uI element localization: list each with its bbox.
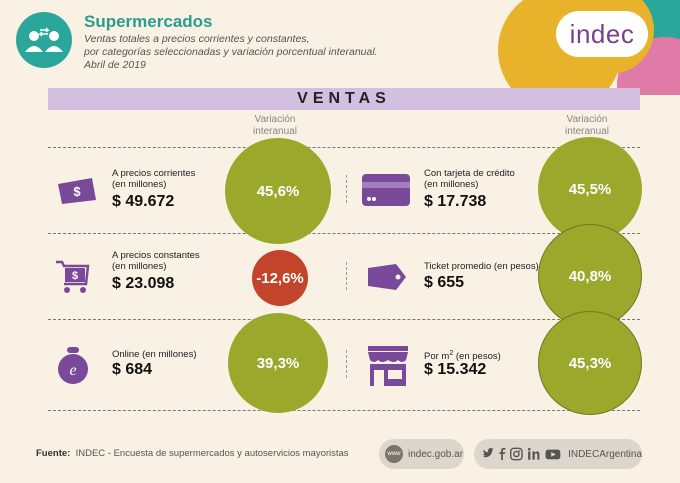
storefront-icon — [366, 344, 410, 388]
variation-header-line: Variación — [566, 114, 608, 125]
brand-logo[interactable]: indec — [556, 11, 648, 57]
column-divider — [346, 175, 347, 203]
website-text: indec.gob.ar — [408, 448, 464, 460]
credit-card-icon — [362, 174, 410, 206]
metric-label-line: (en millones) — [112, 261, 167, 272]
variation-circle: 45,6% — [225, 138, 331, 244]
row-divider — [48, 147, 640, 148]
variation-header-right: Variación interanual — [552, 114, 622, 138]
web-globe-icon: www — [385, 445, 403, 463]
row-divider — [48, 410, 640, 411]
metric-label: Ticket promedio (en pesos) — [424, 261, 539, 272]
metric-label-superscript: 2 — [449, 350, 454, 357]
variation-circle: 40,8% — [538, 224, 642, 328]
svg-text:e: e — [69, 362, 76, 379]
subtitle-line: por categorías seleccionadas y variación… — [84, 46, 378, 58]
metric-label-text: Por m — [424, 351, 450, 363]
social-links: INDECArgentina — [474, 439, 642, 469]
online-bag-icon: e — [56, 345, 90, 385]
row-divider — [48, 233, 640, 234]
metric-label-line: Con tarjeta de crédito — [424, 168, 515, 179]
facebook-icon[interactable] — [499, 447, 506, 461]
metric-value: $ 23.098 — [112, 275, 175, 292]
shopping-cart-icon: $ — [54, 258, 92, 296]
metric-label-line: A precios constantes — [112, 250, 200, 261]
youtube-icon[interactable] — [545, 449, 561, 460]
variation-header-line: Variación — [254, 114, 296, 125]
variation-header-left: Variación interanual — [240, 114, 310, 138]
social-handle[interactable]: INDECArgentina — [568, 448, 642, 460]
metric-label: Online (en millones) — [112, 349, 197, 360]
money-bill-icon: $ — [56, 176, 98, 206]
social-icons — [482, 447, 561, 461]
metric-value: $ 17.738 — [424, 193, 487, 210]
instagram-icon[interactable] — [510, 447, 523, 461]
metric-value: $ 15.342 — [424, 361, 487, 378]
website-link[interactable]: www indec.gob.ar — [379, 439, 464, 469]
metric-label-line: (en millones) — [112, 179, 167, 190]
svg-text:$: $ — [73, 184, 81, 199]
metric-label: Con tarjeta de crédito (en millones) — [424, 168, 515, 190]
column-divider — [346, 262, 347, 290]
metric-label-text: (en pesos) — [453, 351, 501, 363]
linkedin-icon[interactable] — [527, 447, 540, 460]
page-subtitle: Ventas totales a precios corrientes y co… — [84, 33, 414, 72]
header-logo-icon — [16, 12, 72, 68]
source-text: INDEC - Encuesta de supermercados y auto… — [75, 448, 349, 459]
metric-label-line: A precios corrientes — [112, 168, 196, 179]
source-note: Fuente: INDEC - Encuesta de supermercado… — [36, 448, 349, 459]
subtitle-line: Abril de 2019 — [84, 59, 146, 71]
variation-circle: -12,6% — [252, 250, 308, 306]
variation-circle: 45,5% — [538, 137, 642, 241]
metric-label-line: (en millones) — [424, 179, 479, 190]
page-title: Supermercados — [84, 12, 213, 31]
metric-value: $ 49.672 — [112, 193, 175, 210]
column-divider — [346, 350, 347, 378]
price-tag-icon — [364, 264, 408, 290]
row-divider — [48, 319, 640, 320]
metric-label: A precios constantes (en millones) — [112, 250, 200, 272]
variation-circle: 39,3% — [228, 313, 328, 413]
source-label: Fuente: — [36, 448, 71, 459]
metric-label: A precios corrientes (en millones) — [112, 168, 195, 190]
metric-value: $ 655 — [424, 274, 465, 291]
svg-text:$: $ — [72, 270, 78, 282]
subtitle-line: Ventas totales a precios corrientes y co… — [84, 33, 310, 45]
twitter-icon[interactable] — [482, 447, 495, 458]
variation-header-line: interanual — [565, 126, 609, 137]
metric-label: Por m2 (en pesos) — [424, 348, 501, 362]
variation-circle: 45,3% — [538, 311, 642, 415]
variation-header-line: interanual — [253, 126, 297, 137]
section-banner: VENTAS — [48, 88, 640, 110]
metric-value: $ 684 — [112, 361, 153, 378]
